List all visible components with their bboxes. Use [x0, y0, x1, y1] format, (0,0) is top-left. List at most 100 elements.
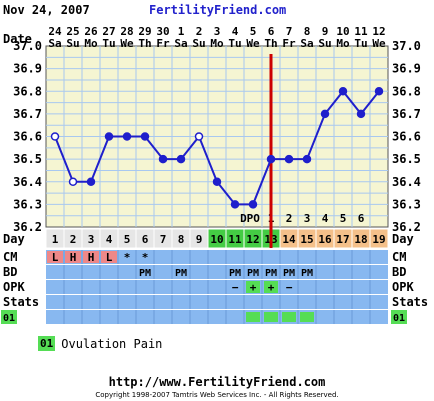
- weekday-label: We: [246, 37, 260, 50]
- dpo-day-label: 6: [358, 212, 365, 225]
- date-label: 6: [268, 25, 275, 38]
- bd-value: PM: [301, 268, 313, 279]
- date-label: 24: [48, 25, 62, 38]
- cycle-day-cell: [369, 228, 389, 249]
- legend: 01 Ovulation Pain: [38, 336, 162, 351]
- cycle-day-label: 4: [106, 233, 113, 246]
- weekday-label: Tu: [354, 37, 367, 50]
- date-label: 3: [214, 25, 221, 38]
- footer-copyright: Copyright 1998-2007 Tamtris Web Services…: [95, 391, 339, 399]
- cm-value: H: [88, 251, 95, 264]
- date-label: 2: [196, 25, 203, 38]
- y-tick-label-right: 36.9: [392, 62, 421, 76]
- y-tick-label-left: 36.9: [13, 62, 42, 76]
- cycle-day-label: 12: [246, 233, 259, 246]
- y-tick-label-right: 37.0: [392, 39, 421, 53]
- cm-cell-highlight: [83, 251, 99, 263]
- weekday-label: Mo: [336, 37, 350, 50]
- temperature-point-open: [194, 132, 204, 141]
- weekday-label: Mo: [84, 37, 98, 50]
- site-name: FertilityFriend.com: [149, 3, 287, 17]
- ovulation-pain-marker: [264, 312, 278, 322]
- temperature-point: [86, 177, 96, 186]
- date-label: 26: [84, 25, 98, 38]
- cm-cell-highlight: [101, 251, 117, 263]
- temperature-point: [356, 109, 366, 119]
- cm-value: H: [70, 251, 77, 264]
- date-label: 27: [102, 25, 115, 38]
- cycle-day-label: 8: [178, 233, 185, 246]
- row-label-stats: Stats: [3, 295, 39, 309]
- y-tick-label-right: 36.7: [392, 107, 421, 121]
- legend-code: 01: [38, 336, 56, 351]
- date-label: 9: [322, 25, 329, 38]
- weekday-label: Sa: [174, 37, 187, 50]
- opk-value: −: [232, 281, 239, 294]
- bd-value: PM: [229, 268, 241, 279]
- y-tick-label-left: 36.3: [13, 197, 42, 211]
- date-row-label: Date: [3, 32, 32, 46]
- temperature-point: [284, 154, 294, 164]
- weekday-label: We: [120, 37, 134, 50]
- date-label: 11: [354, 25, 368, 38]
- temperature-point-open: [50, 132, 60, 141]
- chart-date: Nov 24, 2007: [3, 3, 90, 17]
- opk-value: −: [286, 281, 293, 294]
- bd-value: PM: [283, 268, 295, 279]
- temperature-point: [230, 200, 240, 209]
- temperature-point: [104, 132, 114, 141]
- day-row-label: Day: [3, 232, 25, 246]
- temperature-point: [302, 154, 312, 164]
- row-label-code: 01: [3, 313, 15, 324]
- y-tick-label-right: 36.3: [392, 197, 421, 211]
- cycle-day-label: 18: [354, 233, 367, 246]
- entry-row-opk: [46, 280, 388, 294]
- dpo-day-label: 3: [304, 212, 311, 225]
- date-label: 10: [336, 25, 349, 38]
- temperature-point-open: [68, 177, 78, 186]
- y-tick-label-left: 36.5: [13, 152, 42, 166]
- weekday-label: Su: [318, 37, 331, 50]
- opk-cell-highlight: [246, 281, 260, 293]
- ovulation-pain-marker: [282, 312, 296, 322]
- weekday-label: Tu: [102, 37, 115, 50]
- temperature-point: [176, 154, 186, 164]
- temperature-point: [266, 154, 276, 164]
- y-tick-label-left: 36.6: [13, 130, 42, 144]
- day-row-label-right: Day: [392, 232, 414, 246]
- entry-row-stats: [46, 295, 388, 309]
- row-label-opk-right: OPK: [392, 280, 414, 294]
- weekday-label: Fr: [156, 37, 170, 50]
- opk-cell-highlight: [264, 281, 278, 293]
- cycle-day-label: 6: [142, 233, 149, 246]
- cycle-day-label: 1: [52, 233, 59, 246]
- dpo-day-label: 2: [286, 212, 293, 225]
- ovulation-pain-marker: [300, 312, 314, 322]
- cm-value: *: [142, 251, 149, 264]
- cycle-day-label: 2: [70, 233, 77, 246]
- weekday-label: Sa: [300, 37, 313, 50]
- temperature-point: [374, 87, 384, 96]
- row-label-bd-right: BD: [392, 265, 406, 279]
- entry-row-bd: [46, 265, 388, 279]
- temperature-point: [320, 109, 330, 119]
- cycle-day-label: 10: [210, 233, 223, 246]
- weekday-label: Tu: [228, 37, 241, 50]
- row-label-stats-right: Stats: [392, 295, 428, 309]
- weekday-label: Su: [192, 37, 205, 50]
- weekday-label: We: [372, 37, 386, 50]
- y-tick-label-right: 36.5: [392, 152, 421, 166]
- y-tick-label-left: 36.8: [13, 84, 42, 98]
- weekday-label: Su: [66, 37, 79, 50]
- bd-value: PM: [175, 268, 187, 279]
- weekday-label: Mo: [210, 37, 224, 50]
- cycle-day-label: 5: [124, 233, 131, 246]
- temperature-point: [140, 132, 150, 141]
- row-code-chip-left: [1, 310, 17, 324]
- cycle-day-label: 7: [160, 233, 167, 246]
- y-tick-label-left: 36.2: [13, 220, 42, 234]
- temperature-point: [212, 177, 222, 186]
- footer-url: http://www.FertilityFriend.com: [108, 375, 326, 389]
- date-label: 5: [250, 25, 257, 38]
